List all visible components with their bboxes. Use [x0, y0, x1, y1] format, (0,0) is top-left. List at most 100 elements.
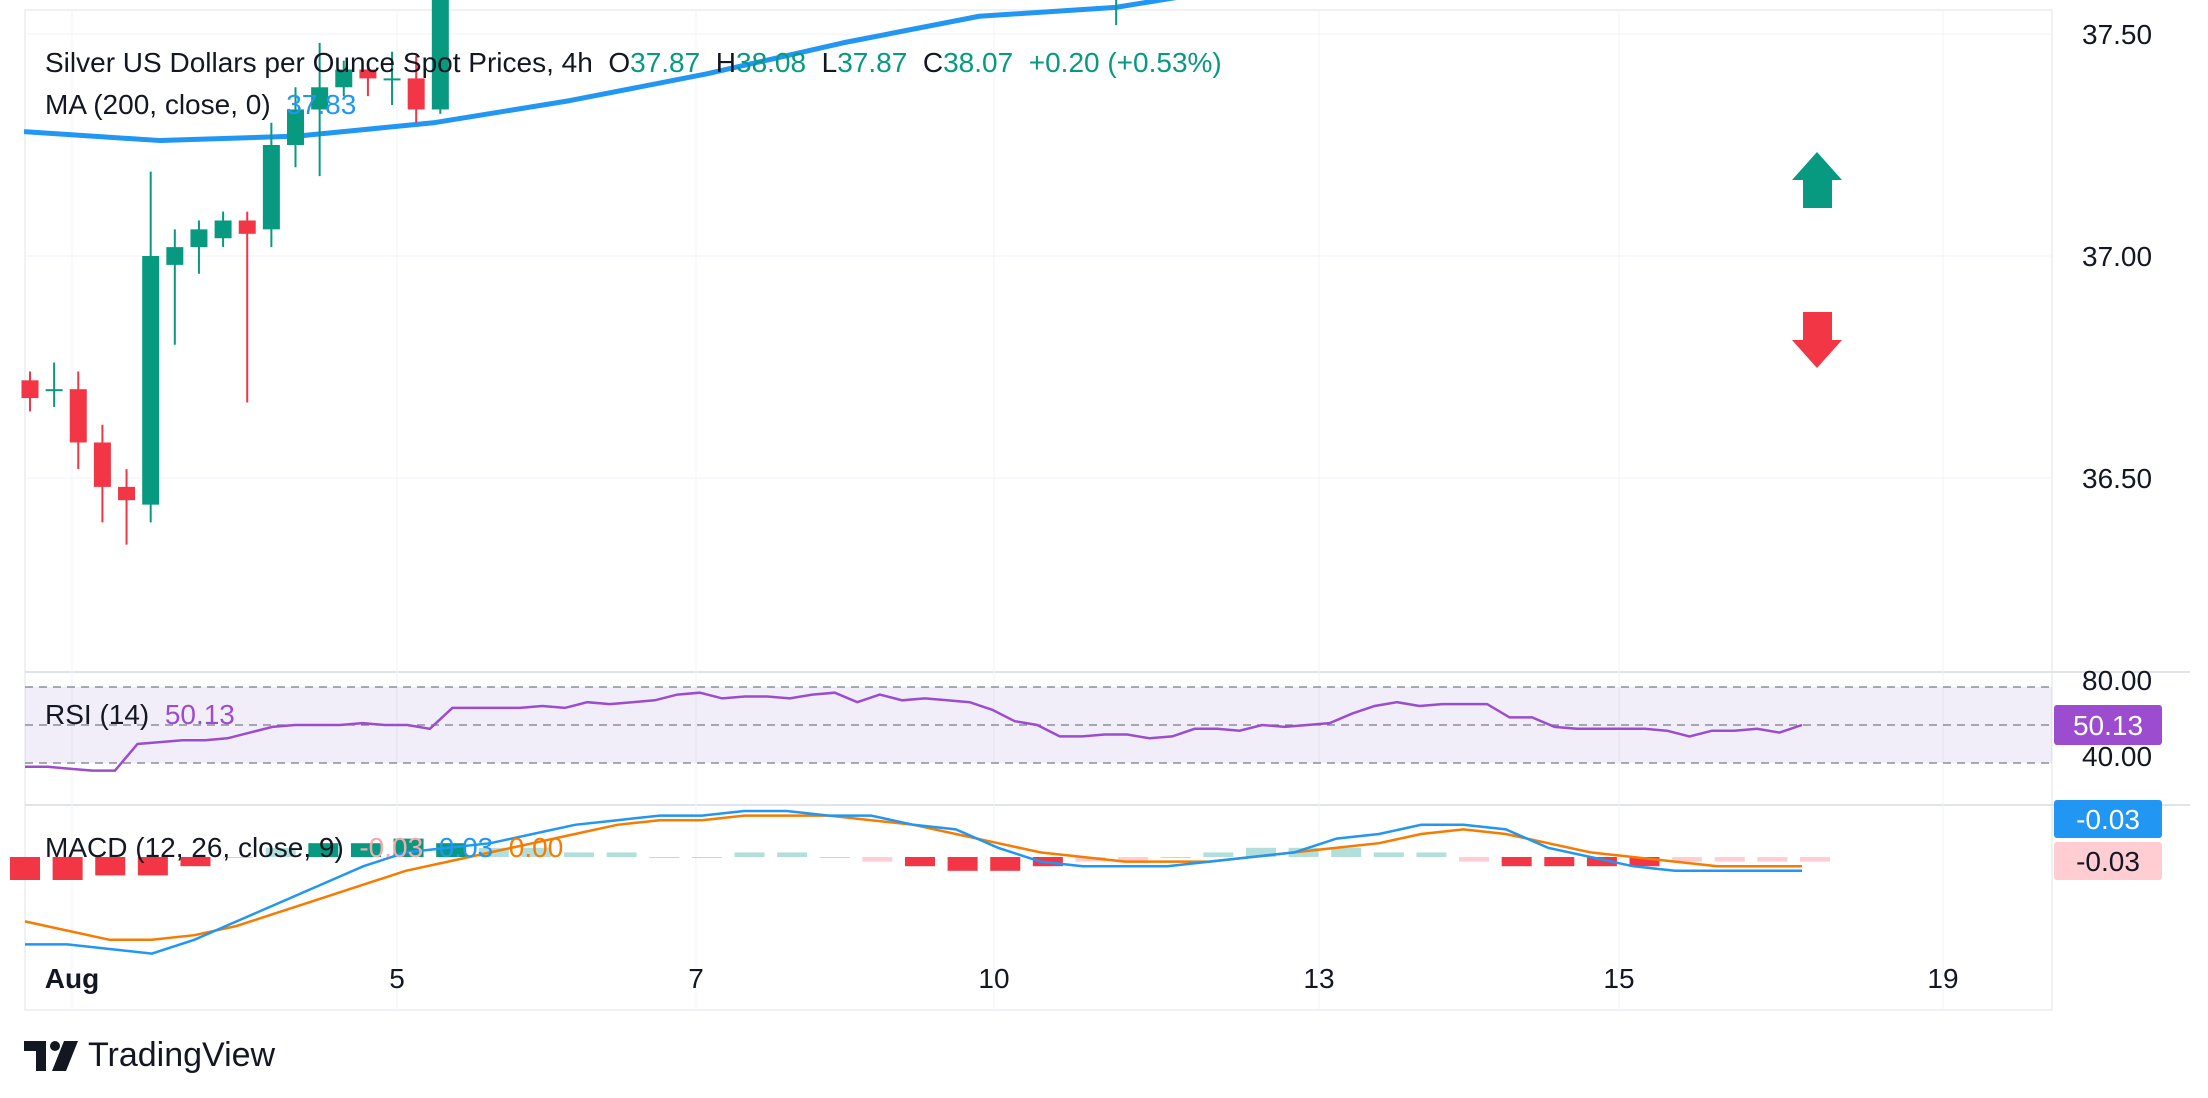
macd-hist-bar [1757, 857, 1788, 862]
x-tick-label: 5 [389, 963, 405, 994]
open-label: O [608, 47, 631, 78]
macd-hist-bar [95, 857, 126, 876]
x-tick-label: 7 [688, 963, 704, 994]
macd-hist-bar [990, 857, 1021, 871]
macd-hist-bar [1459, 857, 1490, 862]
candle-body [190, 229, 208, 248]
rsi-badge-text: 50.13 [2073, 710, 2143, 741]
chart-legend: Silver US Dollars per Ounce Spot Prices,… [45, 47, 1222, 79]
tradingview-brand: TradingView [88, 1036, 276, 1074]
up-arrow-icon [1792, 152, 1842, 208]
macd-hist-bar [734, 852, 765, 857]
macd-hist-bar [777, 852, 808, 857]
symbol-title: Silver US Dollars per Ounce Spot Prices,… [45, 47, 593, 78]
macd-hist-bar [1203, 852, 1234, 857]
rsi-tick-label: 80.00 [2082, 665, 2152, 696]
high-label: H [715, 47, 736, 78]
macd-legend: MACD (12, 26, close, 9) -0.03 0.03 0.00 [45, 832, 563, 864]
x-tick-label: Aug [45, 963, 99, 994]
close-label: C [922, 47, 944, 78]
low-value: 37.87 [837, 47, 908, 78]
candle-body [45, 389, 63, 392]
candle-body [335, 69, 353, 88]
x-tick-label: 13 [1303, 963, 1334, 994]
rsi-legend: RSI (14) 50.13 [45, 699, 235, 731]
macd-hist-value: -0.03 [359, 832, 424, 863]
macd-hist-bar [905, 857, 935, 867]
close-value: 38.07 [943, 47, 1014, 78]
macd-hist-bar [180, 857, 211, 867]
rsi-value: 50.13 [164, 699, 235, 730]
macd-hist-bar [521, 847, 552, 857]
tradingview-logo[interactable]: TradingView [24, 1036, 275, 1075]
macd-hist-bar [564, 852, 595, 857]
macd-hist-bar [1672, 857, 1703, 862]
x-tick-label: 19 [1927, 963, 1958, 994]
tradingview-logo-icon [24, 1040, 78, 1071]
low-label: L [821, 47, 838, 78]
candle-body [359, 69, 377, 79]
macd-hist-bar [1800, 857, 1830, 862]
candle-body [311, 87, 329, 110]
macd-hist-bar [1544, 857, 1575, 867]
macd-badge-text: -0.03 [2076, 804, 2140, 835]
macd-hist-bar [1714, 857, 1745, 862]
ma-value: 37.83 [286, 89, 357, 120]
rsi-line [25, 691, 1803, 772]
x-tick-label: 10 [978, 963, 1009, 994]
open-value: 37.87 [630, 47, 701, 78]
candle-body [287, 109, 305, 145]
candle-body [93, 442, 111, 487]
macd-hist-bar [649, 857, 680, 858]
macd-hist-bar [1245, 847, 1276, 857]
change-value: +0.20 (+0.53%) [1028, 47, 1222, 78]
macd-hist-bar [1629, 857, 1660, 867]
down-arrow-icon [1792, 312, 1842, 368]
ma-legend: MA (200, close, 0) 37.83 [45, 89, 356, 121]
macd-hist-bar [1501, 857, 1532, 867]
macd-hist-bar [1160, 857, 1191, 858]
ma-label: MA (200, close, 0) [45, 89, 271, 120]
candle-body [69, 389, 87, 443]
macd-hist-bar [52, 857, 83, 880]
y-tick-label: 37.00 [2082, 241, 2152, 272]
high-value: 38.08 [736, 47, 807, 78]
macd-hist-bar [350, 843, 381, 857]
candle-body [431, 0, 449, 110]
macd-line [25, 809, 1802, 955]
candle-body [383, 78, 401, 81]
candle-body [142, 256, 160, 505]
y-tick-label: 37.50 [2082, 19, 2152, 50]
macd-hist-bar [223, 857, 254, 858]
candle-body [118, 486, 136, 501]
macd-hist-bar [1331, 847, 1362, 857]
macd-hist-bar [1118, 857, 1149, 862]
macd-hist-bar [1586, 857, 1617, 867]
macd-hist-bar [606, 852, 637, 857]
rsi-tick-label: 40.00 [2082, 741, 2152, 772]
macd-hist-bar [819, 857, 850, 858]
macd-hist-bar [10, 857, 40, 880]
macd-hist-bar [1416, 852, 1447, 857]
candle-body [238, 220, 256, 234]
macd-hist-bar [265, 847, 296, 857]
macd-hist-bar [691, 857, 722, 858]
y-tick-label: 36.50 [2082, 463, 2152, 494]
macd-hist-bar [862, 857, 893, 862]
macd-label: MACD (12, 26, close, 9) [45, 832, 344, 863]
macd-hist-bar [947, 857, 978, 871]
x-tick-label: 15 [1603, 963, 1634, 994]
macd-hist-bar [1373, 852, 1404, 857]
macd-line-value: 0.03 [438, 832, 494, 863]
candle-body [166, 247, 184, 265]
macd-badge [2054, 800, 2162, 838]
rsi-label: RSI (14) [45, 699, 150, 730]
macd-hist-bar [308, 843, 339, 857]
macd-hist-badge-text: -0.03 [2076, 846, 2140, 877]
candle-body [214, 220, 232, 239]
macd-hist-bar [1075, 857, 1106, 862]
candle-body [407, 78, 425, 110]
candle-body [21, 380, 39, 399]
macd-hist-badge [2054, 842, 2162, 880]
